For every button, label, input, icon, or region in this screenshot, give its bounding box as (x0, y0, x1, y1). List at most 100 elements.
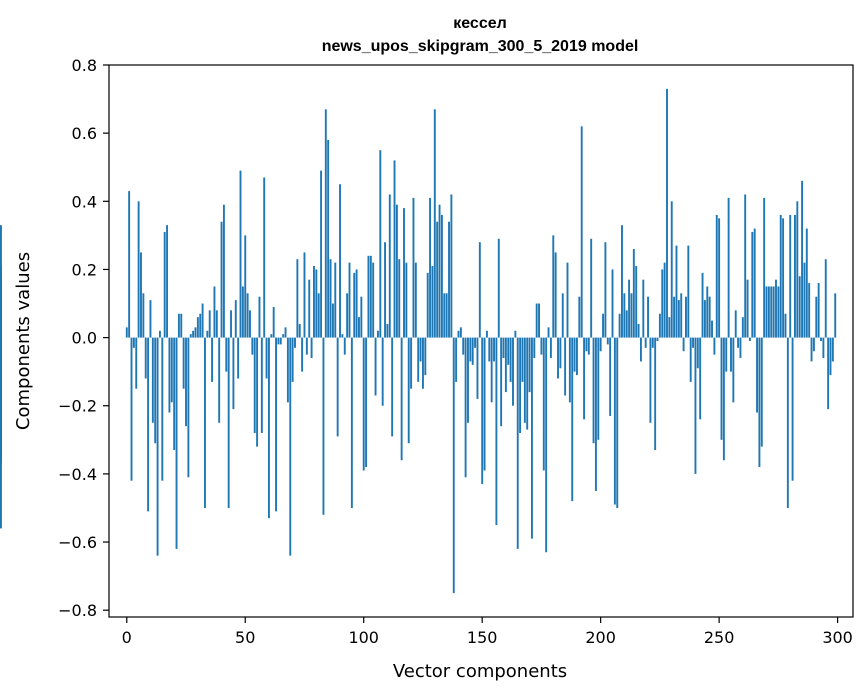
bar-141 (460, 327, 462, 337)
bar-260 (742, 317, 744, 337)
bar-242 (699, 338, 701, 420)
bar-248 (713, 338, 715, 355)
bar-148 (477, 338, 479, 399)
bar-172 (533, 338, 535, 358)
bar-178 (548, 327, 550, 337)
bar-239 (692, 338, 694, 348)
bar-158 (500, 338, 502, 427)
bar-46 (235, 300, 237, 337)
bar-100 (363, 338, 365, 471)
bar-28 (192, 331, 194, 338)
bar-290 (813, 338, 815, 352)
bar-132 (439, 205, 441, 338)
bar-111 (389, 194, 391, 337)
bar-313 (0, 276, 2, 337)
bar-144 (467, 338, 469, 423)
bar-65 (280, 338, 282, 345)
bar-44 (230, 310, 232, 337)
bar-52 (249, 310, 251, 337)
bar-96 (353, 273, 355, 338)
bar-62 (273, 307, 275, 338)
bar-5 (138, 201, 140, 337)
bar-127 (427, 273, 429, 338)
bar-261 (744, 194, 746, 337)
bar-283 (796, 201, 798, 337)
bar-203 (607, 338, 609, 345)
bar-39 (218, 338, 220, 423)
bar-54 (254, 338, 256, 433)
bar-22 (178, 314, 180, 338)
bar-3 (133, 338, 135, 348)
bar-37 (213, 286, 215, 337)
bar-36 (211, 338, 213, 382)
bar-297 (830, 338, 832, 375)
bar-107 (379, 150, 381, 337)
bar-137 (450, 194, 452, 337)
bar-214 (633, 249, 635, 338)
bar-74 (301, 338, 303, 372)
bar-57 (261, 338, 263, 433)
bar-34 (206, 331, 208, 338)
bar-190 (576, 338, 578, 375)
bar-267 (758, 338, 760, 467)
bar-200 (600, 338, 602, 352)
bar-208 (619, 314, 621, 338)
bar-171 (531, 338, 533, 539)
bar-99 (360, 297, 362, 338)
x-tick-label-150: 150 (467, 628, 498, 647)
bar-235 (683, 338, 685, 352)
bar-188 (571, 338, 573, 502)
bar-155 (493, 338, 495, 362)
bar-194 (585, 338, 587, 352)
bar-277 (782, 218, 784, 337)
bar-128 (429, 198, 431, 338)
bar-237 (687, 246, 689, 338)
bar-187 (569, 338, 571, 403)
bar-212 (628, 280, 630, 338)
bar-299 (834, 293, 836, 337)
bar-60 (268, 338, 270, 519)
bar-73 (299, 324, 301, 338)
bar-88 (334, 263, 336, 338)
bar-282 (794, 215, 796, 338)
bar-193 (583, 338, 585, 420)
bar-274 (775, 280, 777, 338)
bar-15 (161, 338, 163, 481)
bar-245 (706, 286, 708, 337)
bar-61 (270, 334, 272, 337)
bar-14 (159, 331, 161, 338)
bar-156 (495, 338, 497, 525)
bar-118 (405, 263, 407, 338)
bar-87 (332, 304, 334, 338)
bar-163 (512, 338, 514, 406)
bar-236 (685, 297, 687, 338)
bar-2 (131, 338, 133, 481)
bar-42 (225, 338, 227, 372)
bar-247 (711, 321, 713, 338)
chart-subtitle: news_upos_skipgram_300_5_2019 model (322, 38, 639, 55)
bar-222 (652, 338, 654, 348)
bar-191 (578, 297, 580, 338)
x-ticks-group: 0 50 100 150 200 250 300 (122, 617, 853, 647)
bar-21 (176, 338, 178, 549)
bar-133 (441, 215, 443, 338)
bar-138 (453, 338, 455, 594)
bar-149 (479, 242, 481, 337)
bar-179 (550, 338, 552, 358)
y-tick-label-1: −0.6 (58, 533, 97, 552)
y-ticks-group: −0.8 −0.6 −0.4 −0.2 0.0 0.2 0.4 0.6 0.8 (58, 56, 109, 620)
bar-10 (150, 300, 152, 337)
bar-63 (275, 338, 277, 512)
bar-8 (145, 338, 147, 379)
bar-98 (358, 317, 360, 337)
bar-104 (372, 263, 374, 338)
bar-32 (202, 304, 204, 338)
bar-95 (351, 338, 353, 508)
x-tick-label-100: 100 (348, 628, 379, 647)
bar-157 (498, 239, 500, 338)
bar-192 (581, 126, 583, 337)
bar-175 (540, 338, 542, 355)
bar-4 (135, 338, 137, 389)
bar-143 (465, 338, 467, 478)
bar-45 (232, 338, 234, 410)
